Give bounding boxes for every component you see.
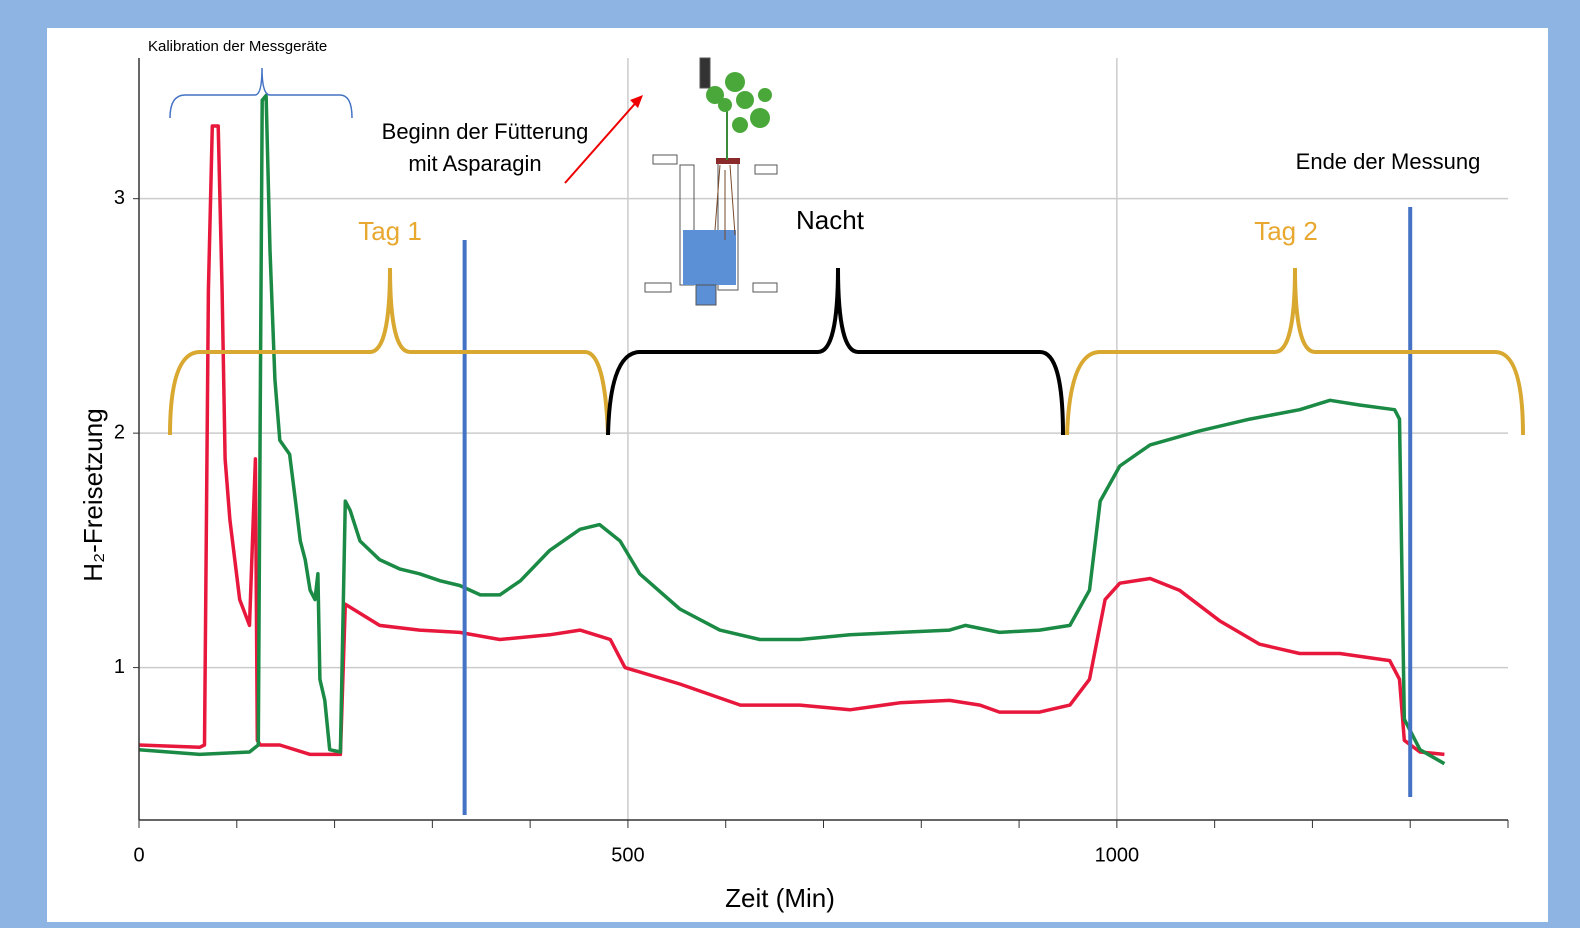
annotation: Beginn der Fütterung xyxy=(382,119,589,144)
y-tick-label: 3 xyxy=(114,187,125,209)
x-tick-label: 500 xyxy=(611,844,644,866)
annotation: Tag 1 xyxy=(358,216,422,246)
x-tick-label: 1000 xyxy=(1095,844,1140,866)
annotation: Tag 2 xyxy=(1254,216,1318,246)
x-axis-label: Zeit (Min) xyxy=(725,883,835,913)
annotation: Ende der Messung xyxy=(1296,149,1481,174)
y-axis-label: H₂-Freisetzung xyxy=(78,408,108,581)
annotation: Kalibration der Messgeräte xyxy=(148,38,327,55)
y-tick-label: 2 xyxy=(114,421,125,443)
annotation: Nacht xyxy=(796,205,865,235)
chart: Zeit (Min) H₂-Freisetzung Kalibration de… xyxy=(0,0,1580,928)
page: {"chart_data": {"type": "line", "xlabel"… xyxy=(0,0,1580,928)
y-tick-label: 1 xyxy=(114,656,125,678)
x-tick-label: 0 xyxy=(133,844,144,866)
annotation: mit Asparagin xyxy=(408,151,541,176)
